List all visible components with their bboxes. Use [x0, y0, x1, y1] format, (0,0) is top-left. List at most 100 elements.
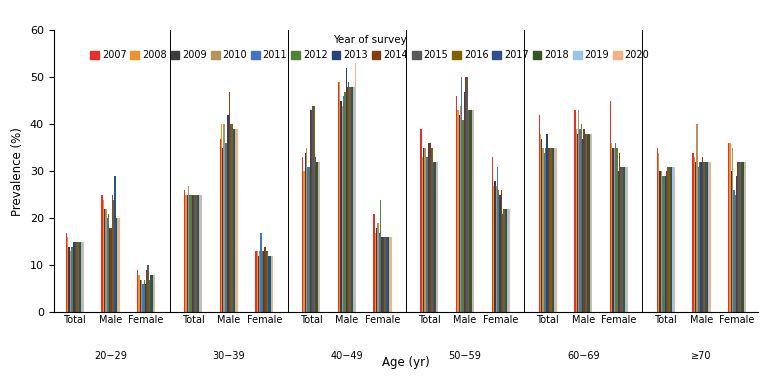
Bar — [509, 209, 510, 312]
Bar — [230, 125, 231, 312]
Bar — [586, 134, 588, 312]
Bar — [104, 209, 105, 312]
Bar — [143, 280, 145, 312]
Bar — [114, 176, 116, 312]
Bar — [611, 143, 613, 312]
Bar — [186, 195, 188, 312]
Bar — [141, 280, 142, 312]
Bar — [505, 209, 506, 312]
Bar — [579, 129, 581, 312]
Bar — [546, 134, 548, 312]
Bar — [152, 275, 154, 312]
Bar — [342, 106, 343, 312]
Bar — [473, 110, 474, 312]
Bar — [260, 232, 262, 312]
Bar — [615, 143, 617, 312]
Bar — [469, 110, 470, 312]
Bar — [381, 237, 382, 312]
Bar — [590, 134, 591, 312]
Bar — [457, 110, 459, 312]
Bar — [75, 242, 76, 312]
Bar — [627, 167, 628, 312]
Bar — [665, 176, 666, 312]
Bar — [582, 139, 583, 312]
Bar — [352, 87, 353, 312]
Bar — [468, 110, 469, 312]
Bar — [70, 251, 71, 312]
Bar — [460, 106, 461, 312]
Bar — [338, 82, 339, 312]
Bar — [738, 162, 740, 312]
Bar — [695, 162, 696, 312]
Bar — [306, 148, 307, 312]
Bar — [380, 200, 381, 312]
Bar — [577, 134, 578, 312]
Bar — [470, 110, 472, 312]
Bar — [459, 115, 460, 312]
Bar — [264, 247, 266, 312]
Text: 20−29: 20−29 — [94, 351, 127, 361]
Bar — [667, 167, 669, 312]
Y-axis label: Prevalence (%): Prevalence (%) — [11, 127, 25, 216]
Bar — [142, 284, 143, 312]
Bar — [184, 190, 185, 312]
Bar — [72, 247, 74, 312]
Bar — [389, 237, 391, 312]
Bar — [112, 195, 113, 312]
Bar — [619, 153, 620, 312]
Bar — [584, 134, 586, 312]
Bar — [310, 110, 311, 312]
Bar — [340, 101, 342, 312]
Bar — [231, 125, 233, 312]
Bar — [199, 195, 201, 312]
Bar — [472, 110, 473, 312]
Bar — [68, 247, 70, 312]
Bar — [221, 125, 222, 312]
Bar — [77, 242, 79, 312]
Bar — [271, 256, 272, 312]
Text: 50−59: 50−59 — [449, 351, 482, 361]
Bar — [374, 214, 375, 312]
Bar — [692, 153, 694, 312]
Bar — [316, 162, 318, 312]
Bar — [671, 167, 673, 312]
Bar — [423, 148, 424, 312]
Bar — [81, 242, 83, 312]
Bar — [702, 162, 704, 312]
Bar — [67, 237, 68, 312]
Bar — [728, 143, 729, 312]
Bar — [694, 157, 695, 312]
Bar — [499, 195, 501, 312]
Bar — [195, 195, 197, 312]
Bar — [707, 162, 708, 312]
Bar — [108, 214, 110, 312]
Text: 60−69: 60−69 — [567, 351, 600, 361]
Bar — [307, 167, 309, 312]
Bar — [343, 96, 344, 312]
Bar — [553, 148, 554, 312]
Bar — [656, 148, 658, 312]
Bar — [262, 251, 263, 312]
Bar — [550, 148, 552, 312]
Bar — [228, 115, 229, 312]
Bar — [222, 148, 224, 312]
Bar — [574, 110, 575, 312]
Bar — [421, 157, 423, 312]
Bar — [503, 209, 505, 312]
Bar — [193, 195, 195, 312]
Bar — [234, 129, 235, 312]
Bar — [345, 68, 347, 312]
Bar — [666, 171, 667, 312]
Bar — [709, 162, 711, 312]
Bar — [259, 251, 260, 312]
Bar — [497, 167, 498, 312]
Bar — [626, 167, 627, 312]
Bar — [376, 228, 378, 312]
Bar — [669, 167, 671, 312]
Bar — [617, 171, 619, 312]
Bar — [507, 209, 509, 312]
Bar — [318, 162, 319, 312]
Bar — [74, 242, 75, 312]
Bar — [71, 247, 72, 312]
Bar — [660, 171, 662, 312]
